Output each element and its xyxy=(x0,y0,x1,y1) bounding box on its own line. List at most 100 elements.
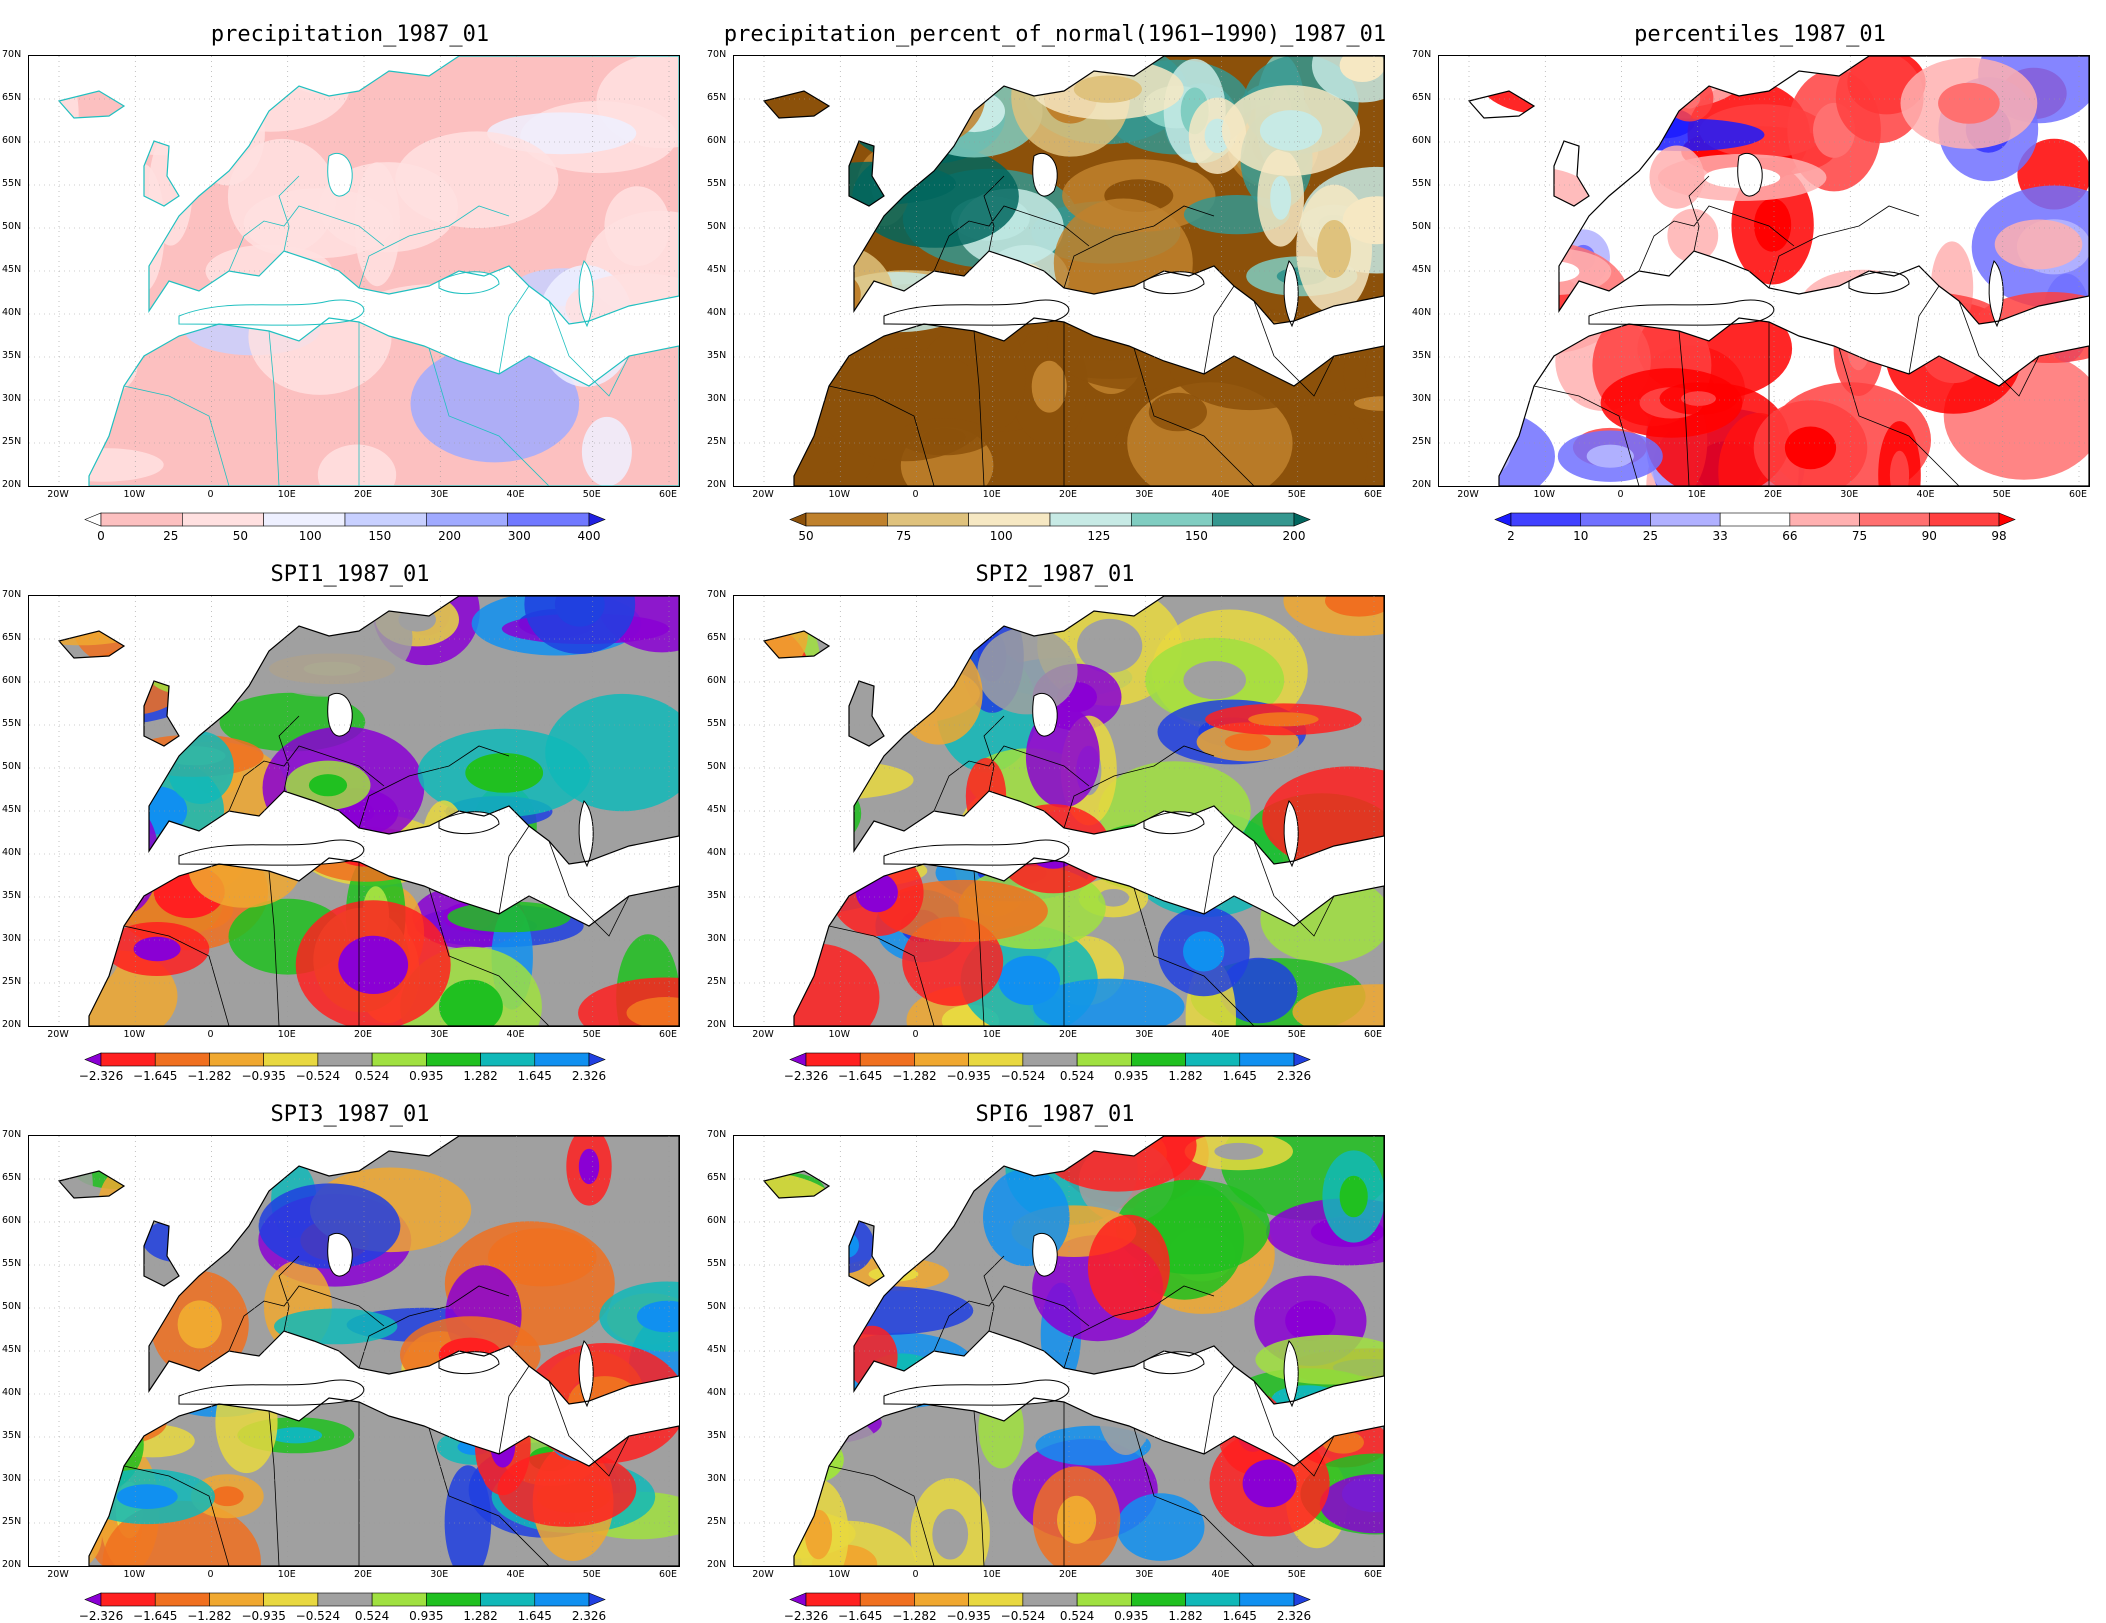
panel-percent-of-normal: precipitation_percent_of_normal(1961−199… xyxy=(705,0,1405,543)
lat-tick-label: 55N xyxy=(2,718,22,729)
map-field-core xyxy=(1031,360,1067,413)
lat-tick-label: 45N xyxy=(2,1344,22,1355)
colorbar-swatch xyxy=(588,512,606,527)
colorbar-swatch xyxy=(1076,1052,1132,1067)
lon-tick-label: 30E xyxy=(430,1569,449,1580)
map-field-patch xyxy=(227,138,337,255)
country-border xyxy=(123,1465,230,1566)
colorbar-tick-label: −2.326 xyxy=(78,1609,124,1623)
map-field-patch xyxy=(102,1500,261,1566)
map-field-core xyxy=(1784,426,1837,470)
map-field-patch xyxy=(1167,307,1334,411)
colorbar-tick-label: 1.282 xyxy=(1168,1609,1203,1623)
panel-title: SPI1_1987_01 xyxy=(270,562,430,587)
country-border xyxy=(123,925,230,1026)
colorbar-swatch xyxy=(859,1052,915,1067)
map-field-patch xyxy=(97,1171,140,1255)
lon-tick-label: 20E xyxy=(1058,1569,1078,1580)
colorbar-tick-label: 25 xyxy=(1642,529,1659,543)
lon-tick-label: 10E xyxy=(277,1569,296,1580)
map-sea xyxy=(579,1341,594,1406)
coastline xyxy=(1032,1233,1058,1277)
colorbar-tick-label: −0.524 xyxy=(295,1069,341,1083)
lon-tick-label: 20E xyxy=(353,1029,373,1040)
map-field-core xyxy=(626,997,679,1026)
map-field-patch xyxy=(775,244,894,345)
map-field-patch xyxy=(1033,978,1185,1026)
colorbar-tick-label: −1.282 xyxy=(892,1069,937,1083)
lat-tick-label: 45N xyxy=(707,804,727,815)
lon-tick-label: 60E xyxy=(658,1029,678,1040)
map-sea xyxy=(1989,261,2004,326)
map-frame xyxy=(733,55,1385,487)
map-field-core xyxy=(177,1300,222,1349)
map-sea xyxy=(1032,693,1058,737)
coastline xyxy=(1553,140,1590,207)
lon-tick-label: 0 xyxy=(207,1569,214,1580)
colorbar-tick-label: 125 xyxy=(1087,529,1111,543)
colorbar-swatch xyxy=(84,512,102,527)
country-border xyxy=(828,1465,935,1566)
colorbar-swatch xyxy=(1510,512,1582,527)
colorbar-tick-label: 0.524 xyxy=(354,1609,390,1623)
colorbar-swatch xyxy=(1076,1592,1132,1607)
country-border xyxy=(973,330,985,486)
lon-tick-label: 10W xyxy=(828,1569,850,1580)
map-field-patch xyxy=(764,760,914,800)
map-field-core xyxy=(308,774,348,797)
country-border xyxy=(1063,205,1215,289)
lat-tick-label: 20N xyxy=(707,479,727,490)
colorbar-swatch xyxy=(1928,512,2000,527)
lon-tick-label: 30E xyxy=(1840,489,1859,500)
lon-tick-label: 30E xyxy=(1135,1569,1154,1580)
country-border xyxy=(983,1255,1005,1332)
country-border xyxy=(1203,1365,1235,1455)
map-field-patch xyxy=(181,1136,283,1169)
colorbar-swatch xyxy=(789,1592,807,1607)
map-field-patch xyxy=(852,145,1019,248)
colorbar-swatch xyxy=(1293,512,1311,527)
coastline xyxy=(438,1351,500,1375)
coastline xyxy=(88,317,679,486)
colorbar-swatch xyxy=(263,1052,319,1067)
colorbar-swatch xyxy=(887,512,969,527)
colorbar-tick-label: 0.524 xyxy=(354,1069,390,1083)
map-field-core xyxy=(439,979,503,1026)
lon-tick-label: 10E xyxy=(982,489,1001,500)
colorbar-tick-label: 10 xyxy=(1573,529,1589,543)
colorbar-swatch xyxy=(84,1592,102,1607)
country-border xyxy=(1638,205,1795,272)
lat-tick-label: 70N xyxy=(707,589,727,600)
colorbar-swatch xyxy=(263,512,346,527)
lat-tick-label: 30N xyxy=(2,393,22,404)
map-field-core xyxy=(1006,263,1046,294)
coastline xyxy=(143,140,180,207)
colorbar-swatch xyxy=(1239,1592,1295,1607)
map-field-core xyxy=(788,871,853,897)
lat-tick-label: 45N xyxy=(1412,264,1432,275)
colorbar-tick-label: −0.935 xyxy=(241,1609,286,1623)
country-border xyxy=(828,925,935,1026)
lat-tick-label: 50N xyxy=(707,221,727,232)
map-field-patch xyxy=(59,448,164,482)
coastline xyxy=(1143,1351,1205,1375)
map-field-patch xyxy=(167,731,234,804)
colorbar xyxy=(789,512,1311,528)
colorbar-tick-label: −0.524 xyxy=(1000,1069,1046,1083)
lat-tick-label: 25N xyxy=(1412,436,1432,447)
coastline xyxy=(1143,811,1205,835)
map-field-patch xyxy=(1665,74,1714,122)
lat-tick-label: 40N xyxy=(2,1387,22,1398)
lat-tick-label: 30N xyxy=(2,1473,22,1484)
colorbar-swatch xyxy=(1212,512,1295,527)
country-border xyxy=(1533,385,1640,486)
map-field-patch xyxy=(1319,1474,1384,1534)
map-field-core xyxy=(1183,661,1246,700)
coastline xyxy=(57,630,126,659)
map-field-core xyxy=(807,271,861,317)
colorbar-tick-label: −1.645 xyxy=(133,1069,178,1083)
country-border xyxy=(428,1427,550,1566)
map-field-core xyxy=(764,793,821,834)
colorbar-tick-label: 2 xyxy=(1507,529,1515,543)
colorbar-tick-label: 150 xyxy=(368,529,392,543)
